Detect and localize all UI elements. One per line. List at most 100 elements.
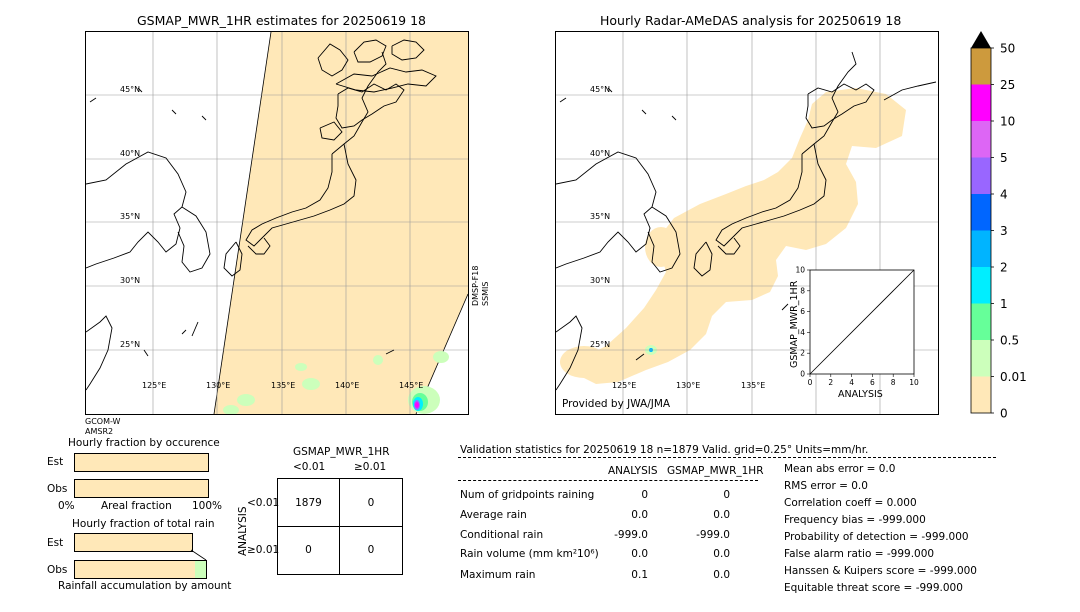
validation-row-gsmap: 0.0 [713,569,730,581]
occurence-obs-label: Obs [47,483,68,495]
colorbar-tick-label: 3 [1000,224,1008,238]
sat-right-line2: SSMIS [481,281,490,307]
rain-blob [433,351,449,363]
contingency-cell: 0 [367,544,375,556]
fraction-axis-left: 0% [58,500,75,512]
validation-row-label: Maximum rain [460,569,536,581]
colorbar-tick-label: 1 [1000,297,1008,311]
inset-ylabel: GSMAP_MWR_1HR [789,280,800,368]
right-lat-label: 40°N [590,149,611,158]
colorbar-tick-label: 4 [1000,188,1008,202]
left-lon-label: 125°E [142,381,167,390]
rain-est-bar [74,533,193,552]
colorbar-tick-label: 10 [1000,115,1015,129]
colorbar-band [971,340,991,377]
right-map-canvas [556,32,938,414]
inset-y-tick-label: 8 [800,286,805,295]
inset-x-tick-label: 8 [891,378,896,387]
colorbar-band [971,84,991,121]
inset-x-tick-label: 4 [849,378,854,387]
occurence-obs-bar [74,479,209,498]
left-map-title: GSMAP_MWR_1HR estimates for 20250619 18 [137,13,426,28]
left-map-canvas [86,32,468,414]
right-map-title: Hourly Radar-AMeDAS analysis for 2025061… [600,13,902,28]
rain-blob [237,394,255,406]
left-map: 45°N 40°N 35°N 30°N 25°N 125°E 130°E 135… [85,31,469,415]
inset-x-tick-label: 2 [828,378,833,387]
inset-x-tick-label: 0 [808,378,813,387]
fraction-axis-right: 100% [192,500,223,512]
contingency-row1: <0.01 [247,497,280,509]
colorbar-band [971,121,991,158]
colorbar-band [971,48,991,85]
inset-y-tick-label: 4 [800,328,805,337]
colorbar-band [971,194,991,231]
score-line: Correlation coeff = 0.000 [784,497,917,509]
validation-row-analysis: 0.0 [631,509,648,521]
colorbar: 50 25 10 5 4 3 2 1 0.5 0.01 0 [968,28,1048,420]
validation-row-analysis: 0 [641,489,648,501]
right-lat-label: 30°N [590,276,611,285]
left-lon-label: 145°E [399,381,424,390]
left-lon-label: 130°E [206,381,231,390]
contingency-row2: ≥0.01 [247,544,280,556]
score-line: Equitable threat score = -999.000 [784,582,963,594]
colorbar-tick-label: 5 [1000,151,1008,165]
colorbar-tick-label: 50 [1000,42,1015,56]
fraction-axis-mid: Areal fraction [101,500,172,512]
left-lat-label: 35°N [120,212,141,221]
rain-obs-label: Obs [47,564,68,576]
validation-col-divider [458,480,758,481]
validation-row-label: Num of gridpoints raining [460,489,595,501]
score-line: Hanssen & Kuipers score = -999.000 [784,565,977,577]
validation-col-analysis: ANALYSIS [608,465,658,477]
occurence-title: Hourly fraction by occurence [68,437,220,449]
validation-row-analysis: 0.1 [631,569,648,581]
score-line: Mean abs error = 0.0 [784,463,896,475]
left-swath-edge [213,32,272,414]
inset-scatter: 0 2 4 6 8 10 0 2 4 6 8 10 [778,262,928,402]
rain-blob [223,405,239,414]
score-line: False alarm ratio = -999.000 [784,548,935,560]
inset-x-tick-label: 6 [870,378,875,387]
right-lat-label: 35°N [590,212,611,221]
colorbar-tick-label: 2 [1000,261,1008,275]
rain-blob [415,402,419,408]
colorbar-extend-arrow [971,31,991,48]
rain-blob [295,363,307,371]
left-lon-label: 135°E [271,381,296,390]
right-lon-label: 135°E [741,381,766,390]
score-line: RMS error = 0.0 [784,480,868,492]
data-credit: Provided by JWA/JMA [562,398,671,410]
left-coastline [86,39,437,391]
validation-row-label: Rain volume (mm km²10⁶) [460,548,599,560]
right-lat-label: 45°N [590,85,611,94]
rain-blob [302,378,320,390]
sat-right-line1: DMSP-F18 [471,265,480,306]
left-lat-label: 30°N [120,276,141,285]
sat-left-line1: GCOM-W [85,417,121,426]
validation-row-label: Conditional rain [460,529,544,541]
right-map: 45°N 40°N 35°N 30°N 25°N 125°E 130°E 135… [555,31,939,415]
contingency-title: GSMAP_MWR_1HR [293,446,390,458]
right-coastline [556,51,937,391]
left-lat-label: 40°N [120,149,141,158]
contingency-cell: 1879 [295,497,322,509]
inset-diagonal-line [809,269,915,375]
rain-est-label: Est [47,537,64,549]
validation-divider [458,457,996,458]
validation-row-gsmap: 0.0 [713,509,730,521]
right-lat-label: 25°N [590,340,611,349]
inset-y-tick-label: 6 [800,307,805,316]
validation-col-gsmap: GSMAP_MWR_1HR [667,465,764,477]
inset-xlabel: ANALYSIS [838,389,883,400]
validation-row-gsmap: 0.0 [713,548,730,560]
left-swath [214,32,468,414]
colorbar-band [971,230,991,267]
contingency-col1: <0.01 [293,461,326,473]
contingency-cell: 0 [305,544,312,556]
left-map-grid [86,32,468,414]
left-lat-label: 25°N [120,340,141,349]
colorbar-tick-label: 25 [1000,78,1015,92]
rain-blob [373,355,383,365]
